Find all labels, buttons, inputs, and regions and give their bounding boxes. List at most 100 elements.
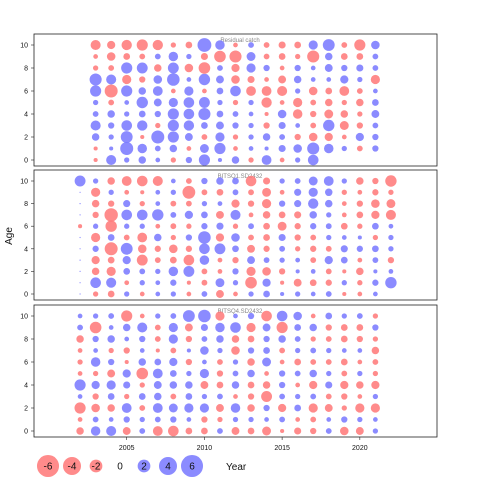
bubble [280, 291, 285, 297]
bubble [308, 403, 318, 413]
bubble [138, 110, 146, 118]
bubble [279, 134, 286, 140]
bubble [123, 200, 131, 208]
bubble [340, 222, 348, 230]
bubble [373, 291, 378, 297]
bubble [229, 50, 242, 63]
panel-1: Residual catch 0 2 4 6 8 10 [20, 33, 438, 167]
bubble [136, 96, 148, 109]
bubble [357, 359, 363, 365]
bubble [214, 142, 226, 155]
bubble [185, 427, 193, 435]
bubble [217, 269, 223, 274]
bubble [140, 134, 145, 140]
y-tick-label: 10 [20, 314, 28, 321]
bubble [199, 144, 209, 153]
bubble [106, 74, 117, 85]
bubble [186, 417, 192, 422]
bubble [136, 62, 148, 74]
bubble [325, 199, 333, 208]
bubble [385, 277, 397, 289]
bubble [74, 402, 86, 414]
bubble [233, 313, 238, 319]
bubble [263, 64, 270, 72]
bubble [200, 52, 208, 61]
bubble [279, 100, 285, 105]
bubble [248, 111, 254, 117]
legend-label: 6 [189, 462, 195, 473]
bubble [231, 346, 240, 355]
bubble [168, 425, 179, 437]
bubble [294, 223, 301, 230]
legend-bubble [89, 459, 103, 473]
bubble [325, 87, 333, 95]
bubble [263, 257, 270, 264]
bubble [77, 371, 83, 376]
bubble [169, 144, 178, 153]
bubble [310, 257, 317, 264]
bubble [279, 65, 285, 71]
bubble [278, 370, 286, 377]
x-tick-label: 2015 [274, 445, 290, 452]
bubble [124, 393, 130, 400]
bubble [138, 358, 146, 366]
bubble [341, 201, 347, 206]
bubble [325, 381, 333, 389]
bubble [186, 370, 192, 377]
bubble [278, 403, 287, 413]
bubble [309, 279, 317, 287]
bubble [294, 234, 301, 241]
bubble [89, 321, 102, 334]
bubble [90, 85, 102, 97]
bubble [372, 53, 379, 60]
bubble [215, 233, 225, 242]
bubble [201, 122, 208, 129]
bubble [169, 370, 177, 377]
bubble [263, 245, 270, 252]
panel-3: BITSQ4.SD2432 0 2 4 6 8 10 [20, 304, 438, 438]
bubble [231, 156, 240, 164]
bubble [90, 39, 101, 51]
bubble [294, 358, 302, 366]
bubble [340, 75, 349, 84]
bubble [276, 321, 288, 334]
bubble [216, 222, 224, 230]
bubble [310, 65, 316, 71]
bubble [78, 224, 83, 229]
bubble [295, 53, 301, 60]
bubble [262, 187, 272, 197]
bubble [154, 53, 161, 60]
bubble [139, 405, 146, 411]
bubble [341, 405, 347, 411]
bubble [262, 381, 271, 389]
bubble [121, 62, 133, 74]
bubble [199, 368, 210, 379]
bubble [264, 146, 269, 151]
bubble [136, 254, 148, 266]
bubble [341, 189, 347, 195]
bubble [167, 119, 179, 132]
bubble [91, 232, 101, 243]
bubble [230, 209, 241, 220]
bubble [91, 380, 100, 390]
bubble [263, 404, 270, 412]
panel-title: BITSQ1.SD2432 [218, 174, 263, 180]
bubble [295, 257, 301, 263]
bubble [263, 177, 271, 185]
y-tick-label: 0 [24, 429, 28, 436]
bubble [216, 210, 224, 219]
bubble [231, 233, 240, 242]
bubble [121, 85, 133, 97]
bubble [169, 381, 178, 389]
bubble [121, 176, 132, 186]
bubble [325, 188, 333, 197]
bubble [310, 223, 317, 230]
bubble [278, 335, 286, 343]
bubble [91, 255, 100, 265]
bubble [385, 209, 396, 220]
bubble [264, 111, 269, 117]
bubble [310, 347, 317, 354]
bubble [216, 121, 224, 130]
bubble [184, 63, 194, 73]
bubble [217, 428, 223, 434]
